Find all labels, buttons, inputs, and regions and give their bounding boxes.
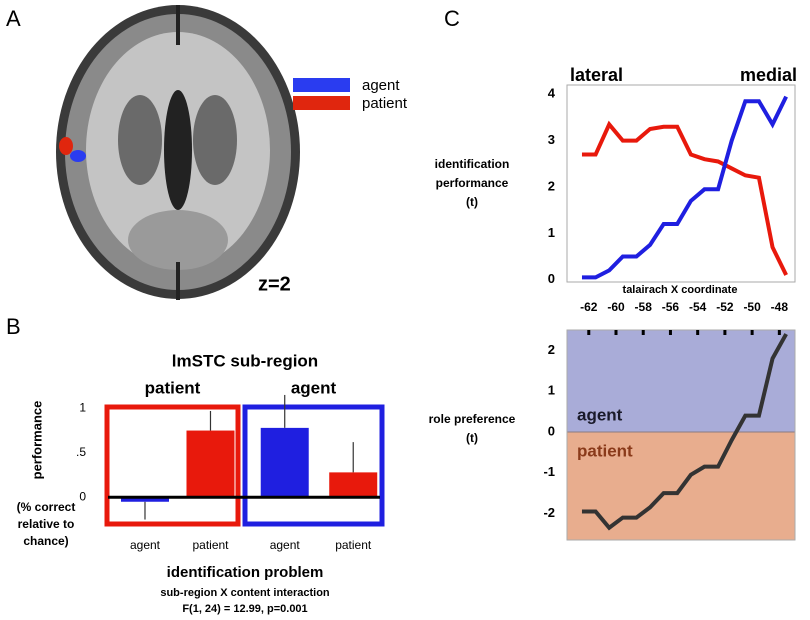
y-tick-label: 2: [548, 178, 555, 193]
group-label: agent: [291, 378, 337, 397]
group-label: patient: [145, 378, 201, 397]
annotation: lateral: [570, 65, 623, 85]
x-tick-label: -48: [771, 300, 789, 314]
line-series: [581, 333, 788, 531]
group-box: [104, 404, 241, 527]
y-tick-label: 3: [548, 132, 555, 147]
x-tick-label: -58: [635, 300, 653, 314]
y-axis-label: (t): [466, 195, 478, 209]
y-tick-label: -2: [543, 505, 555, 520]
x-tick-label: agent: [270, 538, 301, 552]
bar: [260, 427, 309, 498]
line-series: [581, 120, 788, 276]
y-tick-label: 1: [79, 400, 86, 414]
y-tick-label: .5: [76, 445, 86, 459]
legend-label: patient: [362, 95, 408, 112]
slice-label: z=2: [258, 273, 291, 295]
y-tick-label: 4: [548, 86, 556, 101]
y-tick-label: -1: [543, 464, 555, 479]
y-axis-note: relative to: [18, 517, 75, 531]
x-axis-label: identification problem: [167, 564, 324, 581]
y-tick-label: 1: [548, 383, 555, 398]
chart-title: lmSTC sub-region: [172, 351, 318, 370]
x-tick-label: -52: [716, 300, 734, 314]
panel-label: A: [6, 6, 21, 31]
x-axis-label: talairach X coordinate: [623, 284, 738, 296]
line-series: [581, 95, 788, 280]
annotation: medial: [740, 65, 797, 85]
x-tick-label: agent: [130, 538, 161, 552]
panel-label: C: [444, 6, 460, 31]
x-tick-label: patient: [335, 538, 372, 552]
y-axis-label: role preference: [429, 412, 516, 426]
y-tick-label: 2: [548, 342, 555, 357]
bar: [120, 497, 169, 502]
x-tick-label: -62: [580, 300, 598, 314]
x-tick-label: -60: [607, 300, 625, 314]
y-axis-label: (t): [466, 431, 478, 445]
panel-label: B: [6, 314, 21, 339]
y-axis-label: identification: [435, 157, 510, 171]
legend-label: agent: [362, 77, 400, 94]
x-tick-label: -50: [743, 300, 761, 314]
region-label: patient: [577, 441, 633, 460]
y-tick-label: 0: [548, 423, 555, 438]
plot-frame: [566, 84, 796, 283]
y-axis-note: chance): [23, 534, 68, 548]
bar: [186, 430, 235, 498]
y-tick-label: 0: [548, 271, 555, 286]
y-axis-note: (% correct: [17, 500, 76, 514]
bar: [329, 472, 378, 498]
y-axis-label: performance: [29, 401, 44, 480]
plot-frame: [566, 329, 796, 541]
group-box: [242, 404, 385, 527]
y-axis-label: performance: [436, 176, 509, 190]
region-label: agent: [577, 405, 623, 424]
x-tick-label: -54: [689, 300, 707, 314]
y-tick-label: 1: [548, 225, 555, 240]
x-tick-label: -56: [662, 300, 680, 314]
legend-swatch: [293, 78, 350, 92]
y-tick-label: 0: [79, 489, 86, 503]
note: F(1, 24) = 12.99, p=0.001: [182, 603, 307, 615]
legend-swatch: [293, 96, 350, 110]
note: sub-region X content interaction: [160, 587, 330, 599]
brain-image: [56, 5, 300, 300]
x-tick-label: patient: [192, 538, 229, 552]
